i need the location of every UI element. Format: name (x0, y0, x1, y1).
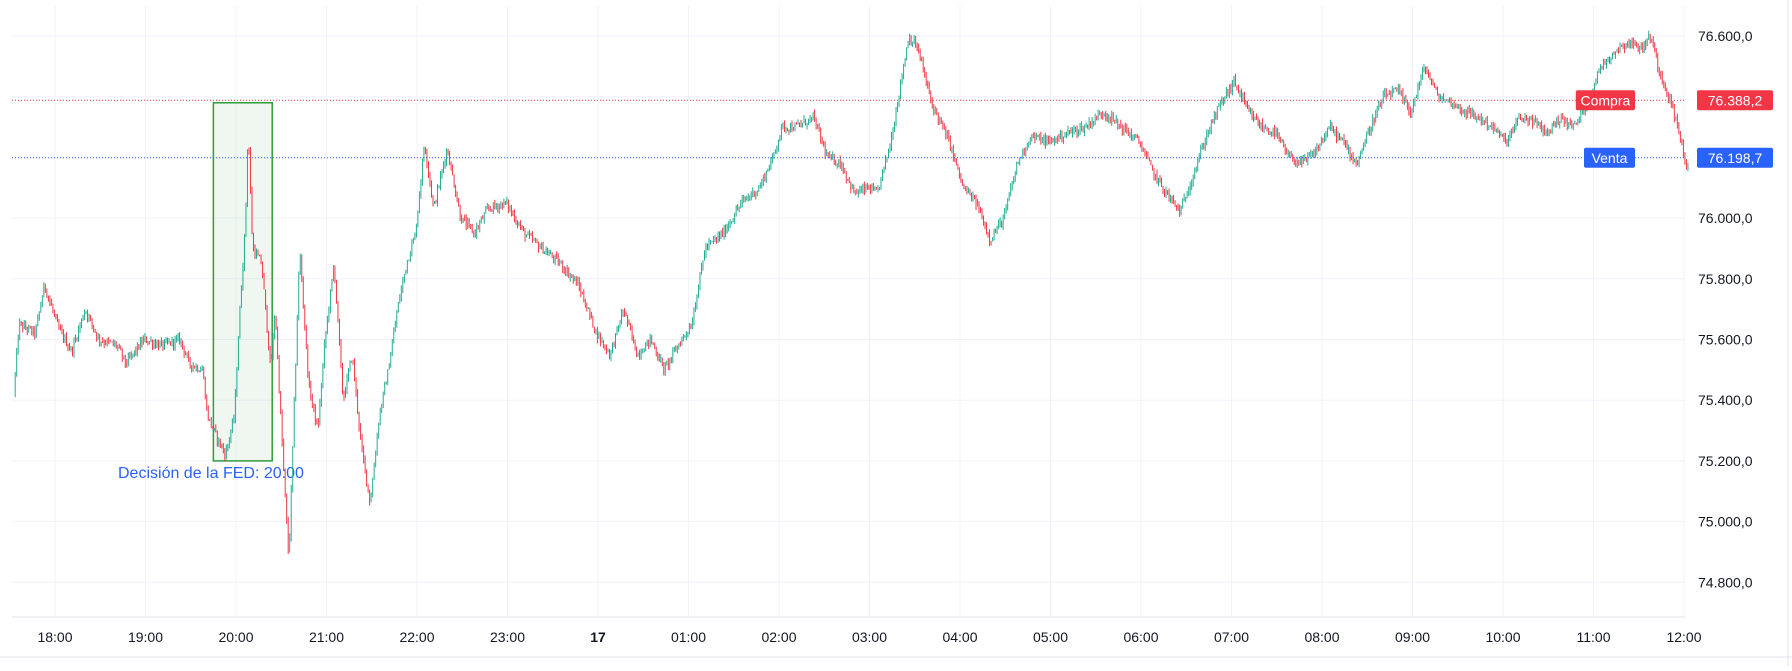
grid (12, 6, 1685, 617)
y-tick-label: 75.000,0 (1698, 514, 1753, 530)
x-tick-label: 19:00 (128, 629, 163, 645)
y-tick-label: 75.800,0 (1698, 271, 1753, 287)
x-tick-label: 02:00 (761, 629, 796, 645)
y-tick-label: 76.000,0 (1698, 210, 1753, 226)
y-tick-label: 75.400,0 (1698, 392, 1753, 408)
price-line-value: 76.388,2 (1708, 92, 1763, 108)
x-tick-label: 08:00 (1304, 629, 1339, 645)
y-tick-label: 74.800,0 (1698, 574, 1753, 590)
y-tick-label: 75.600,0 (1698, 332, 1753, 348)
x-tick-label: 01:00 (671, 629, 706, 645)
fed-decision-label: Decisión de la FED: 20:00 (118, 465, 304, 482)
candles-layer (14, 30, 1689, 555)
x-tick-label: 03:00 (852, 629, 887, 645)
x-tick-label: 12:00 (1666, 629, 1701, 645)
x-tick-label: 18:00 (37, 629, 72, 645)
y-tick-label: 76.600,0 (1698, 28, 1753, 44)
price-line-name: Venta (1592, 150, 1628, 166)
x-tick-label: 04:00 (942, 629, 977, 645)
price-line-name: Compra (1581, 92, 1631, 108)
x-tick-label: 11:00 (1577, 629, 1611, 645)
x-tick-label: 10:00 (1485, 629, 1520, 645)
price-line-value-tag (1697, 90, 1773, 111)
x-tick-label: 20:00 (218, 629, 253, 645)
price-line-name-tag (1584, 147, 1635, 168)
x-tick-label: 21:00 (309, 629, 344, 645)
y-tick-label: 75.200,0 (1698, 453, 1753, 469)
x-tick-label: 22:00 (399, 629, 434, 645)
x-tick-label: 17 (590, 629, 606, 645)
x-tick-label: 06:00 (1123, 629, 1158, 645)
price-line-value: 76.198,7 (1708, 150, 1763, 166)
x-tick-label: 09:00 (1395, 629, 1430, 645)
price-lines-layer: Compra 76.388,2 Venta 76.198,7 (12, 90, 1773, 168)
price-line-name-tag (1575, 90, 1635, 111)
price-line-value-tag (1697, 147, 1773, 168)
x-tick-label: 05:00 (1033, 629, 1068, 645)
x-tick-label: 07:00 (1214, 629, 1249, 645)
x-tick-label: 23:00 (490, 629, 525, 645)
